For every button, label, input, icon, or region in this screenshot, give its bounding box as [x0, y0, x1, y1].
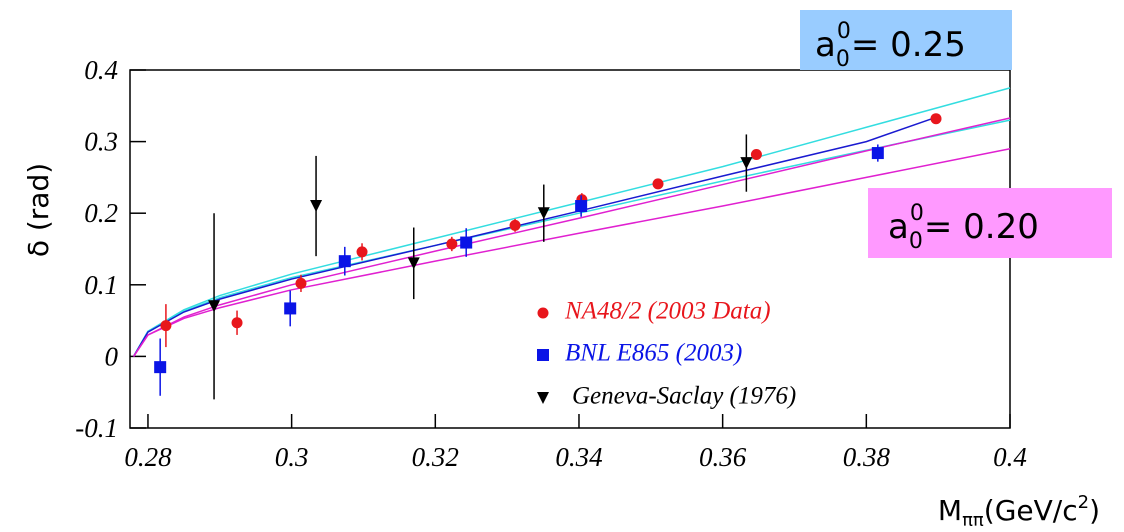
annotation: a0 0= 0.20 — [888, 201, 1039, 254]
legend-marker — [537, 349, 549, 361]
legend-marker — [537, 307, 549, 319]
data-point — [446, 238, 458, 250]
y-tick-label: 0.2 — [84, 198, 118, 228]
data-point — [295, 277, 307, 289]
data-point — [310, 200, 323, 213]
x-tick-label: 0.38 — [843, 442, 891, 472]
data-point — [575, 200, 588, 213]
theory-curve — [132, 115, 939, 357]
x-tick-label: 0.32 — [412, 442, 459, 472]
x-label-main: M — [938, 494, 962, 527]
legend-label: BNL E865 (2003) — [565, 340, 742, 367]
annotation-subscript: 0 — [836, 47, 850, 72]
data-point — [407, 257, 420, 270]
data-point — [871, 147, 884, 160]
data-point — [509, 219, 521, 231]
x-tick-label: 0.28 — [124, 442, 172, 472]
x-label-unit: (GeV/c — [984, 494, 1078, 527]
annotation-box — [868, 188, 1112, 258]
data-point — [231, 317, 243, 329]
annotation-box — [800, 10, 1012, 70]
annotation-superscript: 0 — [910, 201, 924, 226]
x-tick-label: 0.34 — [555, 442, 602, 472]
data-point — [652, 178, 664, 190]
annotation-subscript: 0 — [909, 229, 923, 254]
x-label-close: ) — [1089, 494, 1100, 527]
y-tick-label: 0.4 — [84, 55, 118, 85]
legend-label: NA48/2 (2003 Data) — [564, 298, 771, 325]
y-tick-label: -0.1 — [75, 413, 118, 443]
x-label-superscript: 2 — [1078, 492, 1089, 513]
data-point — [460, 236, 473, 249]
x-tick-label: 0.3 — [275, 442, 309, 472]
annotation-superscript: 0 — [837, 19, 851, 44]
legend: NA48/2 (2003 Data) BNL E865 (2003) Genev… — [537, 298, 796, 410]
data-point — [356, 246, 368, 258]
data-point — [284, 302, 297, 315]
data-point — [537, 207, 550, 220]
y-tick-label: 0.1 — [84, 270, 118, 300]
legend-label: Geneva-Saclay (1976) — [572, 383, 796, 410]
annotation-text: = 0.20 — [924, 207, 1039, 247]
y-tick-label: 0 — [105, 341, 119, 371]
legend-marker — [537, 392, 549, 404]
data-point — [740, 157, 753, 170]
data-point — [930, 113, 942, 125]
data-point — [338, 255, 351, 268]
y-tick-label: 0.3 — [84, 127, 118, 157]
x-axis-label: Mππ(GeV/c2) — [938, 492, 1100, 531]
annotation: a0 0= 0.25 — [815, 19, 966, 72]
annotation-label: a — [888, 207, 909, 247]
x-label-subscript: ππ — [962, 510, 984, 531]
data-point — [750, 148, 762, 160]
annotation-text: = 0.25 — [851, 25, 966, 65]
x-tick-label: 0.36 — [699, 442, 747, 472]
y-axis-label: δ (rad) — [22, 163, 55, 257]
data-point — [208, 300, 221, 313]
x-tick-label: 0.4 — [993, 442, 1027, 472]
data-point — [160, 320, 172, 332]
data-point — [154, 361, 167, 374]
annotation-label: a — [815, 25, 836, 65]
